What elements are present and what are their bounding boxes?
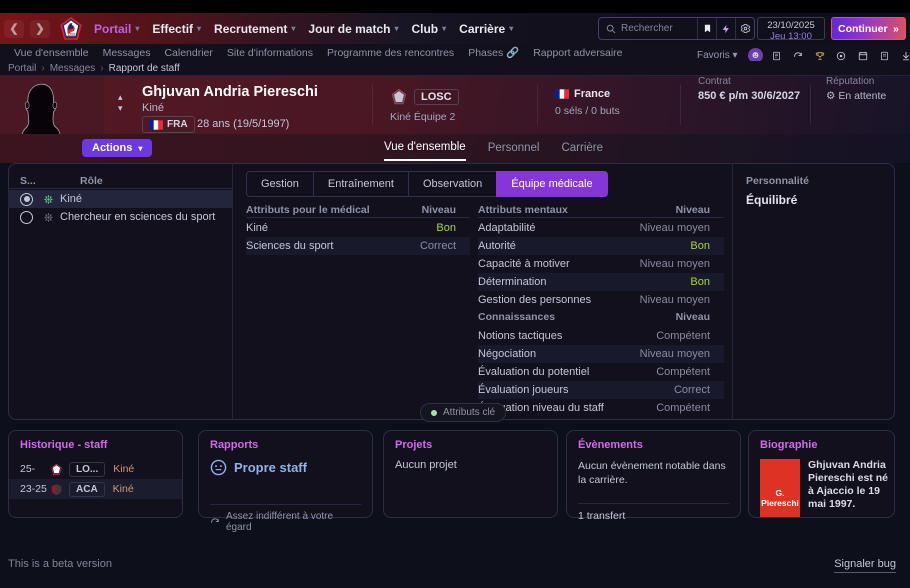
svg-text:LOSC: LOSC [65,31,77,36]
